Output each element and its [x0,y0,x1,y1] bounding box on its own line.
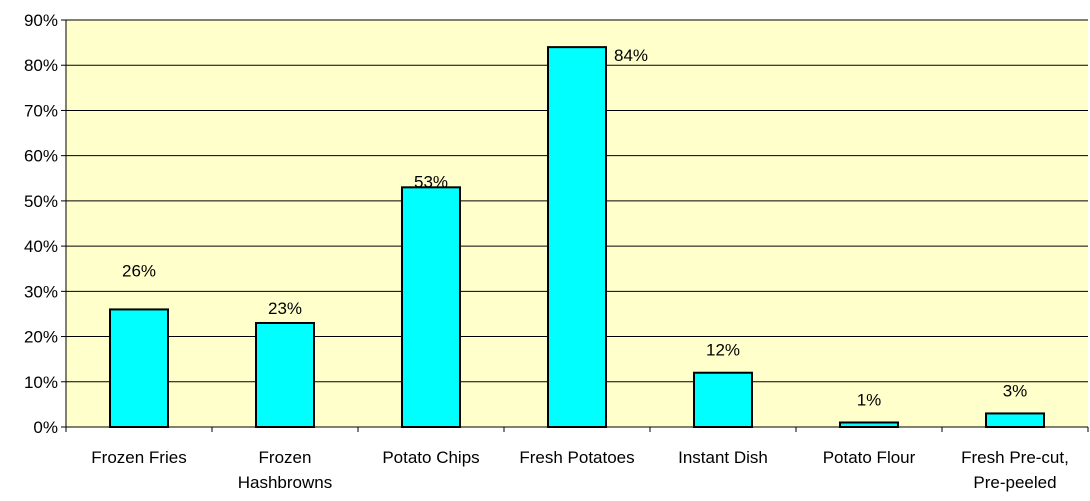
data-label: 23% [268,299,302,318]
data-label: 1% [857,390,882,409]
y-tick-label: 90% [24,11,58,30]
bar [985,412,1045,428]
x-tick-label: Frozen Hashbrowns [238,448,333,492]
data-label: 84% [614,46,648,65]
bar [693,371,753,429]
y-tick-label: 70% [24,101,58,120]
y-tick-label: 30% [24,282,58,301]
y-tick-label: 10% [24,373,58,392]
bar [401,186,461,428]
data-label: 53% [414,172,448,191]
y-tick-label: 20% [24,328,58,347]
x-tick-label: Potato Flour [823,448,916,467]
bar [547,46,607,429]
x-tick-label: Fresh Potatoes [519,448,634,467]
y-tick-label: 50% [24,192,58,211]
bar [109,308,169,428]
data-label: 3% [1003,381,1028,400]
data-labels: 26% 23% 53% 84% 12% 1% 3% [122,46,1027,409]
x-tick-labels: Frozen Fries Frozen Hashbrowns Potato Chips… [65,427,1089,492]
data-label: 12% [706,341,740,360]
x-tick-label: Frozen Fries [91,448,186,467]
y-tick-label: 0% [33,418,58,437]
bar [255,321,315,428]
y-tick-label: 40% [24,237,58,256]
axes [65,20,1088,428]
y-tick-labels: 0% 10% 20% 30% 40% 50% 60% 70% 80% 90% [24,11,66,437]
x-tick-label: Instant Dish [678,448,768,467]
x-tick-label: Potato Chips [382,448,479,467]
y-tick-label: 80% [24,56,58,75]
data-label: 26% [122,261,156,280]
x-tick-label: Fresh Pre-cut, Pre-peeled [961,448,1069,492]
bars [109,46,1045,429]
bar [839,421,899,429]
y-tick-label: 60% [24,147,58,166]
